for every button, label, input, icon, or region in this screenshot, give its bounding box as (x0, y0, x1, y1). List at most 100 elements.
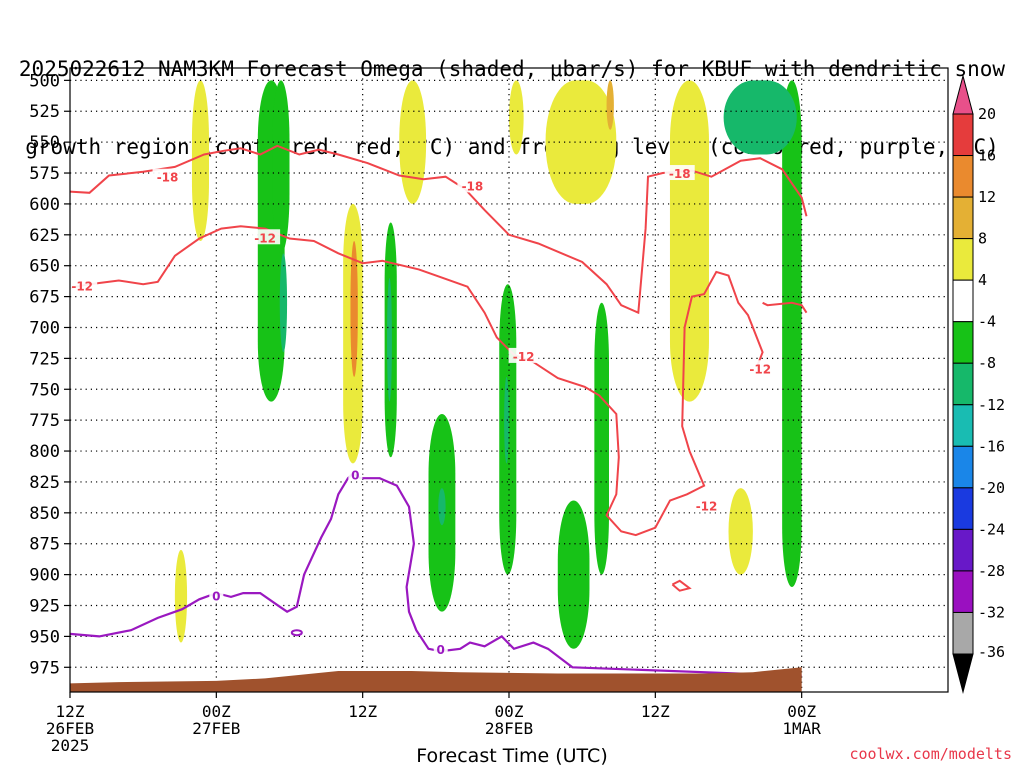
colorbar-segment (952, 611, 974, 655)
isotherm-label: -18 (462, 179, 484, 193)
omega-region (279, 253, 288, 353)
y-tick-label: 725 (29, 349, 60, 369)
x-tick-label: 1MAR (782, 719, 821, 738)
colorbar-segment (952, 238, 974, 281)
isotherm-label: -18 (157, 171, 179, 185)
omega-region (387, 278, 392, 402)
freezing-level-label: 0 (212, 590, 220, 604)
y-tick-label: 875 (29, 535, 60, 555)
isotherm-label: -12 (513, 350, 535, 364)
freezing-label-bg (209, 587, 224, 603)
y-tick-label: 950 (29, 627, 60, 647)
freezing-level-label: 0 (437, 643, 445, 657)
x-tick-label: 27FEB (192, 719, 240, 738)
colorbar-label: -4 (978, 313, 996, 331)
colorbar-segment (952, 362, 974, 406)
colorbar-label: -24 (978, 520, 1005, 538)
isotherm-label-bg (250, 229, 281, 245)
colorbar-label: -32 (978, 603, 1005, 621)
y-tick-label: 600 (29, 195, 60, 215)
x-tick-label: 26FEB (46, 719, 94, 738)
omega-region (191, 80, 210, 241)
freezing-label-bg (433, 640, 448, 656)
omega-region (606, 80, 614, 130)
colorbar-segment (952, 487, 974, 530)
colorbar-label: 4 (978, 271, 987, 289)
isotherm-label-bg (67, 277, 98, 293)
x-axis-label: Forecast Time (UTC) (416, 745, 608, 767)
y-tick-label: 825 (29, 473, 60, 493)
x-tick-label: 2025 (51, 736, 90, 755)
y-tick-label: 750 (29, 380, 60, 400)
omega-region (723, 80, 797, 155)
omega-region (350, 240, 358, 377)
y-tick-label: 550 (29, 133, 60, 153)
contour-layer: -18 -18 -18 -12 -12 -12 -12 -12 0 0 0 (67, 144, 808, 677)
omega-region (509, 80, 524, 155)
credit-text: coolwx.com/modelts (849, 745, 1012, 763)
y-tick-label: 975 (29, 658, 60, 678)
isotherm-label-bg (152, 168, 183, 184)
y-axis-ticks: 500 525 550 575 600 625 650 675 700 725 750 775 800 8… (29, 71, 70, 678)
isotherm-label-bg (508, 347, 539, 363)
omega-region (272, 80, 290, 254)
colorbar-segment (952, 528, 974, 572)
isotherm-label: -12 (749, 362, 771, 376)
colorbar-segment (952, 279, 974, 323)
colorbar-label: -16 (978, 437, 1005, 455)
omega-region (669, 80, 709, 402)
colorbar-segment (952, 404, 974, 447)
isotherm-label: -12 (254, 231, 276, 245)
x-tick-label: 00Z (787, 702, 816, 721)
y-tick-label: 850 (29, 504, 60, 524)
y-tick-label: 800 (29, 442, 60, 462)
y-tick-label: 700 (29, 318, 60, 338)
colorbar-label: -36 (978, 643, 1005, 661)
colorbar-label: 12 (978, 188, 996, 206)
freezing-level-loop (290, 629, 303, 637)
isotherm-label: -18 (669, 167, 691, 181)
omega-region (557, 500, 590, 649)
omega-region (504, 376, 509, 464)
omega-region (174, 549, 188, 643)
colorbar-top-triangle (952, 74, 974, 115)
colorbar-segment (952, 113, 974, 157)
isotherm-label: -12 (71, 279, 93, 293)
x-tick-label: 12Z (348, 702, 377, 721)
y-tick-label: 775 (29, 411, 60, 431)
omega-region (728, 488, 753, 575)
y-tick-label: 575 (29, 164, 60, 184)
x-tick-label: 00Z (495, 702, 524, 721)
terrain-layer (70, 667, 802, 692)
isotherm-line (762, 301, 808, 314)
x-tick-label: 12Z (56, 702, 85, 721)
omega-shading-layer (174, 80, 802, 649)
colorbar: 20 16 12 8 4 -4 -8 -12 -16 -20 -24 -28 -32 -36 (952, 74, 1005, 694)
colorbar-label: 20 (978, 105, 996, 123)
freezing-label-bg (348, 466, 363, 482)
omega-region (594, 302, 609, 575)
colorbar-label: -28 (978, 562, 1005, 580)
isotherm-label-bg (457, 177, 488, 193)
freezing-level-label: 0 (351, 469, 359, 483)
colorbar-label: -12 (978, 396, 1005, 414)
colorbar-label: 8 (978, 230, 987, 248)
isotherm-label-bg (691, 497, 722, 513)
colorbar-segment (952, 196, 974, 240)
y-tick-label: 625 (29, 226, 60, 246)
colorbar-bottom-triangle (952, 653, 974, 694)
y-tick-label: 675 (29, 288, 60, 308)
colorbar-segment (952, 445, 974, 489)
colorbar-segment (952, 321, 974, 364)
x-tick-label: 28FEB (485, 719, 533, 738)
y-tick-label: 650 (29, 257, 60, 277)
colorbar-label: -20 (978, 479, 1005, 497)
isotherm-line (69, 225, 764, 537)
omega-region (438, 488, 446, 526)
colorbar-segment (952, 570, 974, 613)
x-tick-label: 00Z (202, 702, 231, 721)
x-tick-label: 12Z (641, 702, 670, 721)
chart-title: 2025022612 NAM3KM Forecast Omega (shaded… (0, 4, 1024, 186)
y-tick-label: 525 (29, 102, 60, 122)
